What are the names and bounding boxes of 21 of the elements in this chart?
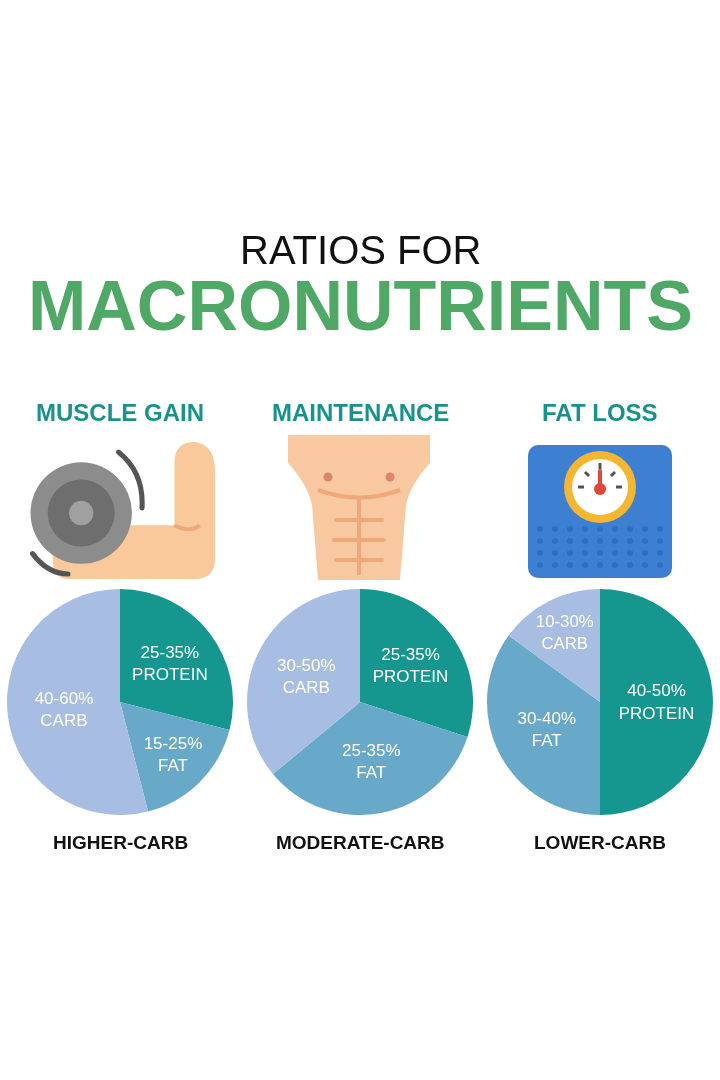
pie-slice <box>487 635 600 815</box>
pie-slice <box>120 589 233 731</box>
text: MODERATE-CARB <box>276 832 445 853</box>
slice-label: 30-40% FAT <box>517 708 577 750</box>
slice-label: 25-35% PROTEIN <box>372 644 449 686</box>
pie-slice <box>600 589 713 815</box>
text: LOWER-CARB <box>534 832 666 853</box>
pie-slice <box>360 589 473 737</box>
chart-title: MAINTENANCE <box>272 399 450 426</box>
text: HIGHER-CARB <box>53 832 189 853</box>
slice-label: 40-60% CARB <box>34 688 94 730</box>
pie-slice <box>272 702 468 815</box>
slice-label: 25-35% PROTEIN <box>132 642 208 684</box>
slice-label: 40-50% PROTEIN <box>618 681 695 723</box>
chart-title: FAT LOSS <box>542 399 658 426</box>
slice-label: 25-35% FAT <box>341 740 401 782</box>
slice-label: 10-30% CARB <box>535 612 594 654</box>
slice-label: 30-50% CARB <box>277 656 336 698</box>
slice-label: 15-25% FAT <box>143 734 203 776</box>
pie-slice <box>120 702 230 812</box>
chart-title: MUSCLE GAIN <box>36 399 204 426</box>
